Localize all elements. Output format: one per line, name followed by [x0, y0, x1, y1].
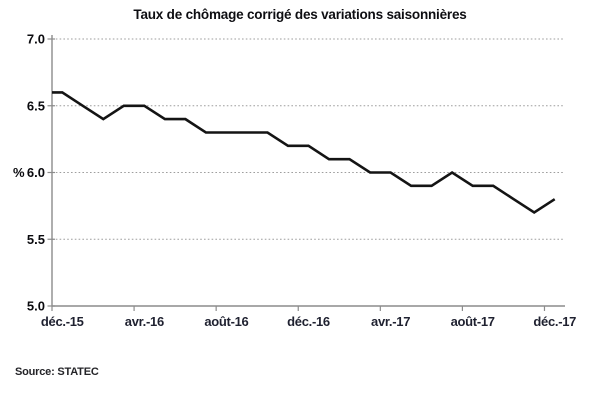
- y-tick-label: 5.0: [27, 299, 45, 314]
- x-tick-label: août-17: [451, 314, 495, 329]
- x-tick-label: avr.-17: [371, 314, 410, 329]
- x-tick-label: déc.-17: [533, 314, 576, 329]
- y-tick-label: 6.5: [27, 98, 45, 113]
- x-tick-label: avr.-16: [125, 314, 164, 329]
- x-tick-label: août-16: [204, 314, 248, 329]
- source-note: Source: STATEC: [15, 366, 99, 378]
- y-axis-unit-label: %: [13, 165, 25, 180]
- x-tick-label: déc.-15: [41, 314, 84, 329]
- y-tick-label: 6.0: [27, 165, 45, 180]
- data-line-taux-chomage: [52, 91, 556, 215]
- y-tick-label: 7.0: [27, 32, 45, 47]
- y-tick-label: 5.5: [27, 232, 45, 247]
- x-tick-label: déc.-16: [287, 314, 330, 329]
- chart-title: Taux de chômage corrigé des variations s…: [133, 7, 467, 22]
